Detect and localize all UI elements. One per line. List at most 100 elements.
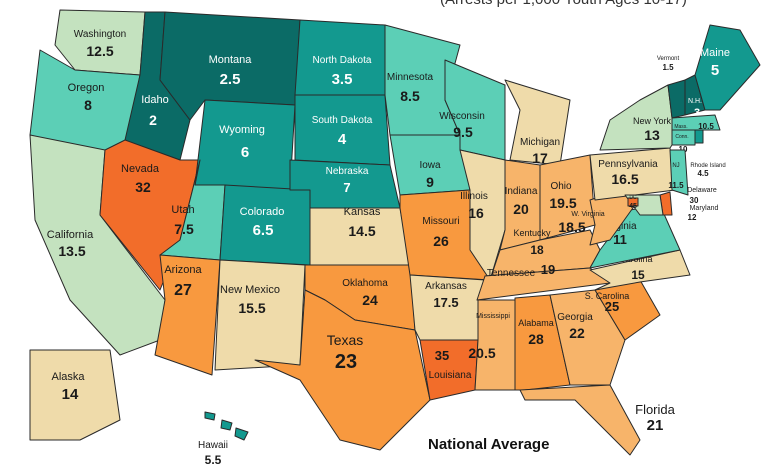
state-name-label: Nebraska xyxy=(326,166,369,177)
state-value-label: 23 xyxy=(335,351,357,373)
state-value-label: 16 xyxy=(468,205,484,221)
state-name-label: Arkansas xyxy=(425,281,467,292)
state-value-label: 26 xyxy=(433,233,449,249)
state-name-label: Ohio xyxy=(550,181,572,192)
state-value-label: 6.5 xyxy=(253,222,274,239)
state-name-label: Kansas xyxy=(344,206,381,218)
state-georgia xyxy=(549,289,626,386)
state-name-label: Oklahoma xyxy=(342,278,388,289)
state-conn xyxy=(671,129,696,146)
state-shape xyxy=(671,129,696,146)
state-value-label: 17.5 xyxy=(433,295,458,310)
state-value-label: 8 xyxy=(84,97,92,113)
state-name-label: Rhode Island xyxy=(690,163,725,169)
state-value-label: 11.5 xyxy=(668,181,684,190)
state-name-label: Oregon xyxy=(68,82,105,94)
state-value-label: 7.5 xyxy=(174,221,194,237)
national-average-label: National Average xyxy=(428,436,550,453)
state-value-label: 24 xyxy=(362,292,378,308)
state-value-label: 4 xyxy=(338,131,347,148)
state-name-label: Delaware xyxy=(687,187,717,194)
state-value-label: 17 xyxy=(532,150,548,166)
island-shape xyxy=(220,419,233,431)
state-name-label: Wyoming xyxy=(219,124,265,136)
state-dc xyxy=(627,197,639,207)
state-name-label: N.H. xyxy=(688,98,702,105)
state-name-label: Minnesota xyxy=(387,72,434,83)
state-shape xyxy=(519,384,641,456)
state-name-label: DC xyxy=(629,195,637,201)
state-value-label: 5.5 xyxy=(205,453,222,467)
state-mass xyxy=(671,114,721,131)
state-shape xyxy=(514,294,571,391)
state-south-dakota xyxy=(294,94,391,166)
state-value-label: 14.5 xyxy=(348,223,375,239)
state-name-label: Iowa xyxy=(419,160,441,171)
island-shape xyxy=(234,427,249,441)
state-michigan xyxy=(504,79,571,166)
state-name-label: Colorado xyxy=(240,206,285,218)
state-maine xyxy=(694,24,761,111)
state-value-label: 7 xyxy=(343,180,350,195)
state-name-label: Montana xyxy=(209,54,253,66)
state-value-label: 14 xyxy=(62,386,79,403)
state-name-label: Kentucky xyxy=(513,228,551,238)
state-value-label: 20 xyxy=(513,201,529,217)
state-name-label: W. Virginia xyxy=(571,211,604,218)
state-shape xyxy=(694,24,761,111)
state-nj xyxy=(669,149,689,196)
state-value-label: 12.5 xyxy=(86,43,113,59)
state-value-label: 1.5 xyxy=(662,63,674,72)
state-name-label: Alaska xyxy=(51,371,85,383)
state-name-label: Idaho xyxy=(141,94,169,106)
state-value-label: 25 xyxy=(605,299,619,314)
state-shape xyxy=(627,197,639,207)
state-value-label: 21 xyxy=(647,417,664,434)
state-value-label: 13 xyxy=(644,127,660,143)
state-value-label: 13.5 xyxy=(58,243,85,259)
state-name-label: Indiana xyxy=(505,186,538,197)
state-name-label: Hawaii xyxy=(198,440,228,451)
map-subtitle: (Arrests per 1,000 Youth Ages 10-17) xyxy=(440,0,687,8)
state-value-label: 18.5 xyxy=(558,219,585,235)
state-value-label: 16.5 xyxy=(611,171,638,187)
state-name-label: Tennessee xyxy=(487,268,536,279)
state-shape xyxy=(474,299,516,391)
state-value-label: 30 xyxy=(690,196,699,205)
state-value-label: 3.5 xyxy=(332,71,353,88)
state-value-label: 19.5 xyxy=(549,195,576,211)
state-shape xyxy=(294,94,391,166)
state-shape xyxy=(29,349,121,441)
state-shape xyxy=(671,114,721,131)
state-name-label: Mass. xyxy=(674,124,687,130)
state-value-label: 32 xyxy=(135,179,151,195)
state-name-label: Georgia xyxy=(557,312,593,323)
state-name-label: Illinois xyxy=(460,191,488,202)
state-name-label: Mississippi xyxy=(476,313,510,320)
state-name-label: Michigan xyxy=(520,137,560,148)
state-value-label: 45 xyxy=(629,203,637,210)
state-shape xyxy=(549,289,626,386)
state-name-label: South Dakota xyxy=(312,115,373,126)
state-shape xyxy=(204,411,216,421)
state-name-label: S. Carolina xyxy=(585,291,630,301)
state-name-label: Alabama xyxy=(518,318,554,328)
state-value-label: 35 xyxy=(435,348,449,363)
state-value-label: 4.5 xyxy=(697,169,709,178)
state-name-label: NJ xyxy=(672,163,679,169)
state-name-label: New Mexico xyxy=(220,284,280,296)
state-name-label: North Dakota xyxy=(313,55,372,66)
state-shape xyxy=(694,129,704,144)
state-hawaii xyxy=(204,411,249,441)
state-value-label: 18 xyxy=(530,243,544,257)
state-name-label: Vermont xyxy=(657,56,680,62)
state-arizona xyxy=(154,254,221,376)
state-value-label: 22 xyxy=(569,325,585,341)
state-value-label: 15.5 xyxy=(238,300,265,316)
state-rhode-island xyxy=(694,129,704,144)
state-value-label: 2.5 xyxy=(220,71,241,88)
state-value-label: 8.5 xyxy=(400,88,420,104)
state-name-label: Missouri xyxy=(422,216,459,227)
state-name-label: Arizona xyxy=(164,264,202,276)
